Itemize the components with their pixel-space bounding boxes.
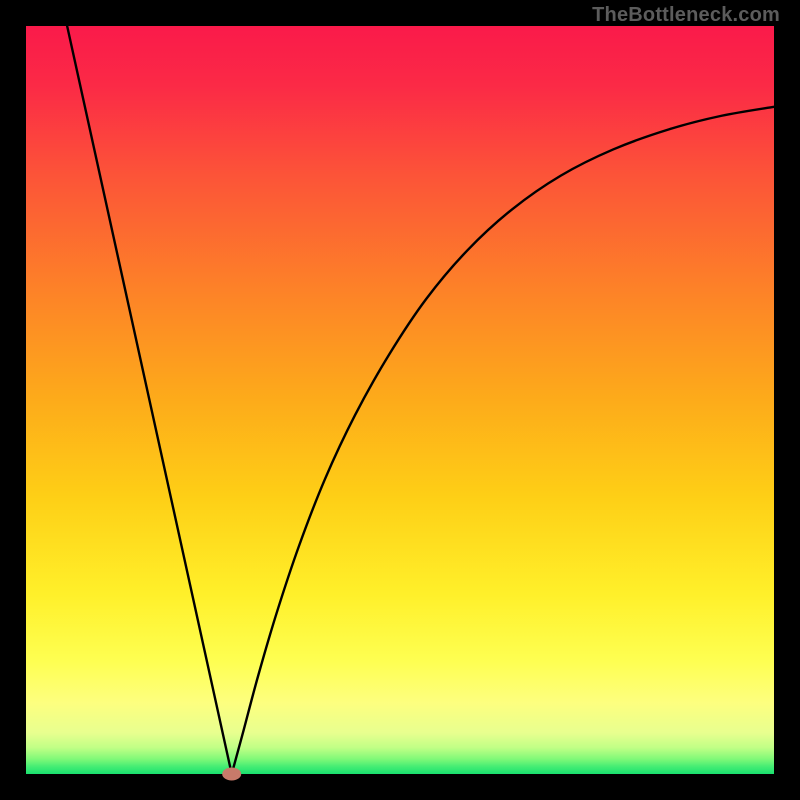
bottleneck-curve: [67, 26, 774, 774]
vertex-marker: [223, 768, 241, 780]
chart-frame: TheBottleneck.com: [0, 0, 800, 800]
chart-svg: [0, 0, 800, 800]
watermark-text: TheBottleneck.com: [592, 4, 780, 27]
